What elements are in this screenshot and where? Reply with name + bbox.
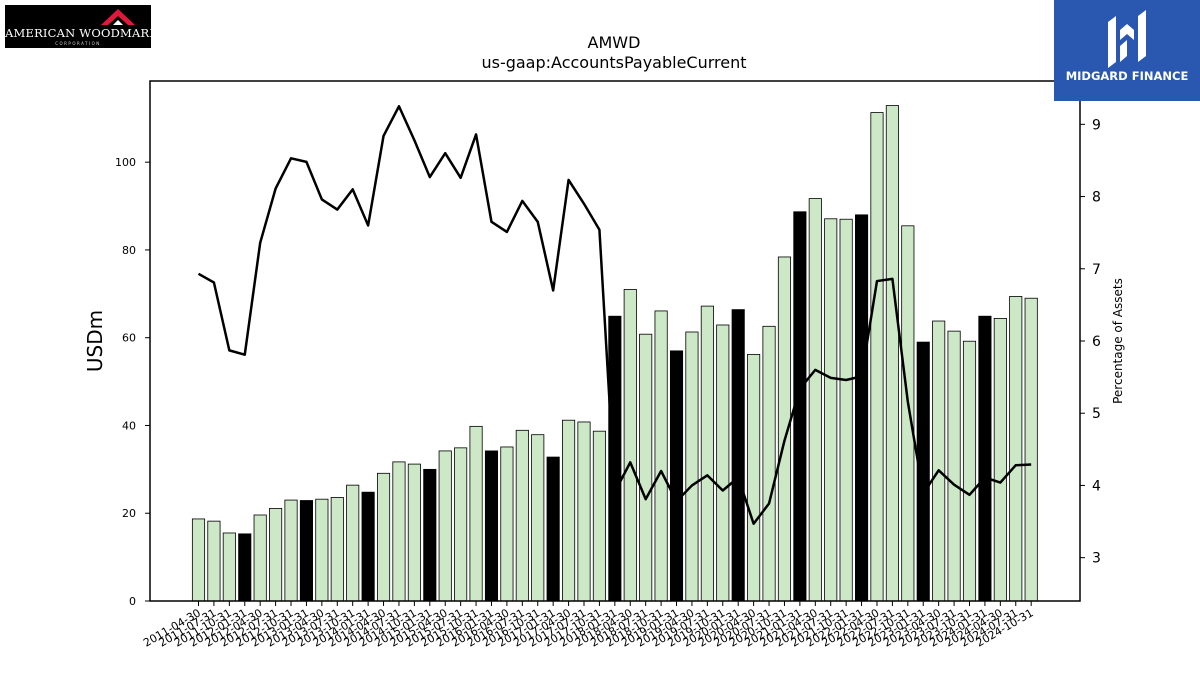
bar <box>407 463 421 602</box>
chart-subtitle: us-gaap:AccountsPayableCurrent <box>481 53 746 72</box>
bar <box>592 430 606 602</box>
bar <box>222 532 236 602</box>
right-axis: 3 4 5 6 7 8 9 <box>1080 117 1101 567</box>
bar <box>438 450 452 602</box>
bar <box>716 324 730 602</box>
y2-tick-label: 4 <box>1092 478 1101 494</box>
bar-series <box>191 105 1038 602</box>
bar <box>885 105 899 602</box>
bar <box>747 353 761 602</box>
bar <box>484 450 499 602</box>
bar <box>469 425 483 602</box>
bar <box>299 500 313 602</box>
left-axis: 0 20 40 60 80 100 <box>115 156 150 608</box>
bar <box>700 305 714 602</box>
y-axis-label: USDm <box>83 310 107 372</box>
midgard-m-icon <box>1108 10 1146 68</box>
bar <box>515 429 529 602</box>
roof-logo-icon <box>101 9 135 25</box>
bar <box>423 468 437 602</box>
bar <box>731 309 745 602</box>
bar <box>269 508 283 602</box>
bar <box>762 325 776 602</box>
bar <box>500 446 514 602</box>
bar <box>901 225 915 602</box>
bar <box>962 340 977 602</box>
y-tick-label: 40 <box>122 419 136 432</box>
bar <box>284 499 298 602</box>
bar <box>207 520 221 602</box>
bar <box>993 317 1007 602</box>
y-tick-label: 60 <box>122 332 136 345</box>
y-tick-label: 80 <box>122 244 136 257</box>
y2-tick-label: 9 <box>1092 117 1101 133</box>
logo-right-text: MIDGARD FINANCE <box>1065 69 1189 83</box>
bar <box>855 214 869 602</box>
bar <box>315 498 329 602</box>
bar <box>669 350 684 602</box>
bar <box>824 218 838 602</box>
bar <box>978 315 992 602</box>
bar <box>454 447 468 602</box>
american-woodmark-logo: AMERICAN WOODMARK CORPORATION <box>5 5 159 48</box>
bar <box>947 330 961 602</box>
bar <box>253 514 267 602</box>
bar <box>562 419 576 602</box>
y2-tick-label: 6 <box>1092 334 1101 350</box>
bar <box>546 456 560 602</box>
y-tick-label: 20 <box>122 507 136 520</box>
y2-tick-label: 8 <box>1092 190 1101 206</box>
y2-tick-label: 3 <box>1092 551 1101 567</box>
percentage-line <box>197 105 1032 525</box>
bar <box>577 421 591 602</box>
bar <box>531 434 545 602</box>
y2-tick-label: 5 <box>1092 406 1101 422</box>
logo-left-subtext: CORPORATION <box>55 41 101 46</box>
bar <box>608 315 622 602</box>
bar <box>392 461 406 602</box>
bar <box>191 518 206 602</box>
bar <box>685 331 699 602</box>
bar <box>1024 297 1038 602</box>
y-tick-label: 100 <box>115 156 136 169</box>
y2-tick-label: 7 <box>1092 262 1101 278</box>
bar <box>870 112 884 602</box>
bar <box>361 491 375 602</box>
bar <box>376 472 391 602</box>
bar <box>808 198 822 602</box>
y-tick-label: 0 <box>129 595 136 608</box>
bar <box>639 333 653 602</box>
midgard-finance-logo: MIDGARD FINANCE <box>1054 0 1200 101</box>
bar <box>1009 296 1023 602</box>
y2-axis-label: Percentage of Assets <box>1111 278 1125 404</box>
x-axis: 2011-04-302011-07-312011-10-312012-01-31… <box>141 601 1036 650</box>
bar <box>932 320 946 602</box>
logo-left-text: AMERICAN WOODMARK <box>5 26 159 40</box>
bar <box>839 218 853 602</box>
bar <box>654 310 668 602</box>
line-series <box>197 105 1032 525</box>
bar <box>346 484 360 602</box>
chart-title: AMWD <box>588 33 641 52</box>
bar <box>238 533 252 602</box>
bar <box>330 497 344 602</box>
bar <box>623 289 637 602</box>
